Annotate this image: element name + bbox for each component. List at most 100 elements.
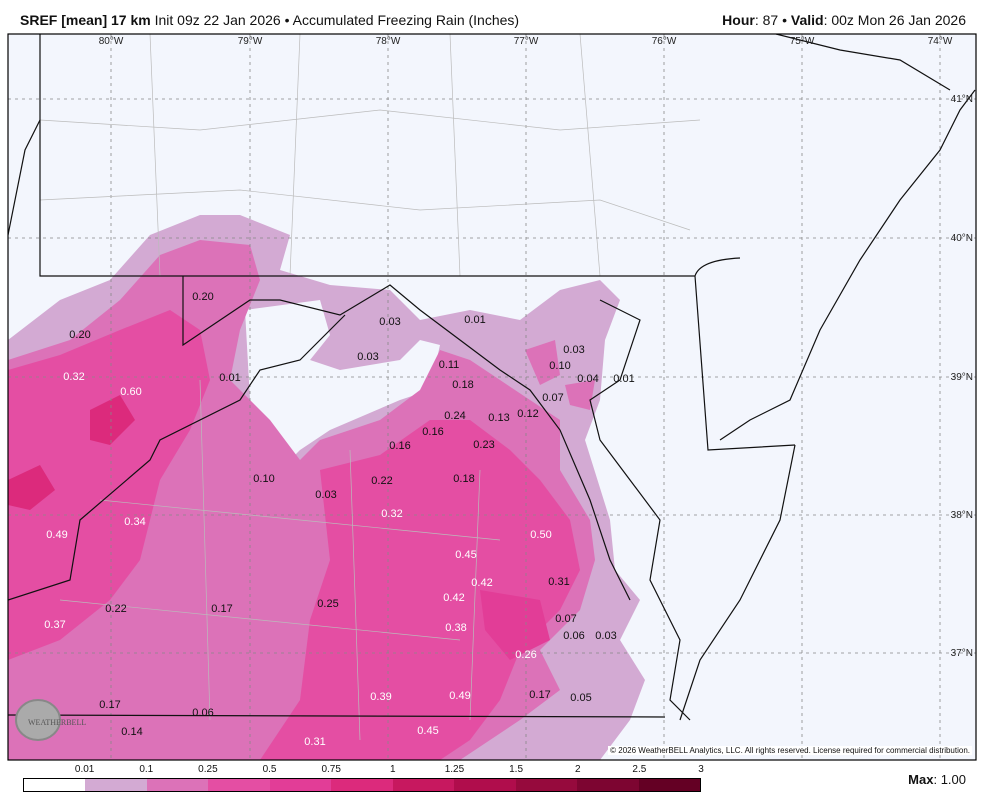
legend-swatch [454,779,516,791]
shade-gap [245,300,440,470]
value-label: 0.34 [124,516,145,528]
value-label: 0.16 [389,440,410,452]
max-number: : 1.00 [933,772,966,787]
value-label: 0.49 [449,690,470,702]
latitude-label: 39°N [951,372,973,383]
value-label: 0.24 [444,410,465,422]
value-label: 0.06 [563,630,584,642]
legend-tick: 0.5 [262,764,277,775]
longitude-label: 79°W [238,36,263,47]
max-value: Max: 1.00 [908,772,966,787]
separator: • [782,12,787,28]
value-label: 0.03 [563,344,584,356]
value-label: 0.32 [381,508,402,520]
shade-0.5 [90,395,135,445]
value-label: 0.32 [63,371,84,383]
graticule [8,34,976,760]
value-label: 0.38 [445,622,466,634]
longitude-label: 74°W [928,36,953,47]
legend-tick: 1 [390,764,396,775]
value-label: 0.22 [105,603,126,615]
legend-swatch [515,779,578,791]
latitude-label: 38°N [951,510,973,521]
copyright: © 2026 WeatherBELL Analytics, LLC. All r… [608,746,972,755]
valid-time: Hour: 87 • Valid: 00z Mon 26 Jan 2026 [722,12,966,28]
value-label: 0.05 [570,692,591,704]
hour-label: Hour [722,12,755,28]
county-lines [39,34,701,741]
value-label: 0.18 [452,379,473,391]
separator: • [284,12,290,28]
value-label: 0.18 [453,473,474,485]
legend-swatch [208,779,270,791]
state-borders [8,34,976,721]
legend-tick: 0.25 [198,764,218,775]
value-label: 0.17 [529,689,550,701]
color-legend [23,778,701,792]
max-label: Max [908,772,934,787]
legend-swatch [269,779,332,791]
value-label: 0.26 [515,649,536,661]
value-label: 0.10 [253,473,274,485]
longitude-label: 80°W [99,36,124,47]
value-label: 0.01 [219,372,240,384]
legend-tick: 2 [574,764,581,775]
value-label: 0.20 [69,329,90,341]
legend-swatch [577,779,639,791]
longitude-labels: 80°W 79°W 78°W 77°W 76°W 75°W 74°W [99,36,953,47]
value-label: 0.06 [192,707,213,719]
shade-0.1-dmv [565,380,595,410]
longitude-label: 77°W [514,36,539,47]
value-label: 0.31 [304,736,325,748]
valid-label: Valid [790,12,824,28]
value-label: 0.07 [542,392,563,404]
value-label: 0.12 [517,408,538,420]
value-label: 0.01 [613,373,634,385]
shade-0.5b [8,465,55,510]
model-name: SREF [mean] 17 km [20,12,151,28]
latitude-label: 40°N [951,233,973,244]
value-label: 0.45 [417,725,438,737]
value-label: 0.60 [120,386,141,398]
legend-tick: 1.5 [509,764,524,775]
legend-swatch [24,779,86,791]
value-label: 0.17 [99,699,120,711]
logo-text: WEATHERBELL [28,718,86,727]
shade-0.25-center [260,420,580,760]
value-label: 0.42 [443,592,464,604]
value-label: 0.20 [192,291,213,303]
latitude-labels: 41°N 40°N 39°N 38°N 37°N [951,94,973,659]
precip-shading [8,215,645,760]
legend-tick: 1.25 [444,764,465,775]
value-label: 0.14 [121,726,142,738]
value-labels: 0.20 0.20 0.32 0.60 0.01 0.03 0.03 0.01 0.03 0.10… [44,291,634,748]
value-label: 0.04 [577,373,598,385]
value-label: 0.07 [555,613,576,625]
value-label: 0.25 [317,598,338,610]
shade-0.5c [480,590,550,660]
value-label: 0.23 [473,439,494,451]
shade-0.1-ne [525,340,560,385]
legend-swatch [638,779,700,791]
value-label: 0.03 [315,489,336,501]
value-label: 0.45 [455,549,476,561]
map-title: SREF [mean] 17 km Init 09z 22 Jan 2026 •… [20,12,519,28]
legend-swatch [85,779,147,791]
latitude-label: 41°N [951,94,973,105]
value-label: 0.13 [488,412,509,424]
legend-tick: 0.1 [139,764,154,775]
value-label: 0.31 [548,576,569,588]
value-label: 0.39 [370,691,391,703]
value-label: 0.03 [357,351,378,363]
longitude-label: 75°W [790,36,815,47]
value-label: 0.03 [379,316,400,328]
value-label: 0.17 [211,603,232,615]
value-label: 0.11 [439,359,460,371]
longitude-label: 76°W [652,36,677,47]
legend-swatch [392,779,455,791]
legend-swatch [331,779,393,791]
value-label: 0.49 [46,529,67,541]
valid-value: : 00z Mon 26 Jan 2026 [823,12,966,28]
shade-0.25-west [8,310,210,660]
